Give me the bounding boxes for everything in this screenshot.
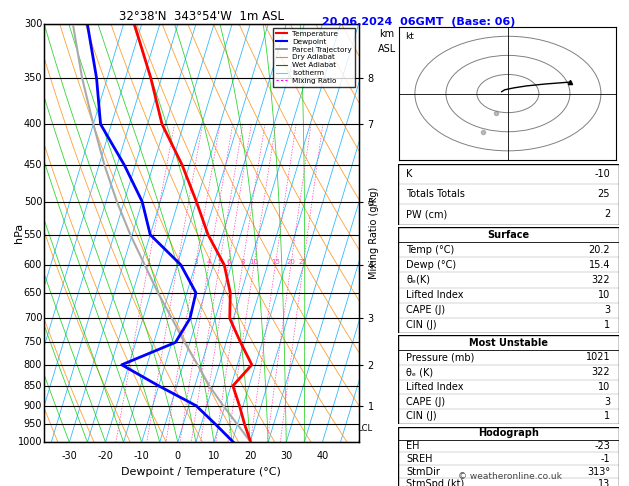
Text: CAPE (J): CAPE (J) [406, 305, 445, 315]
Text: 322: 322 [591, 275, 610, 285]
Text: -10: -10 [134, 451, 150, 461]
Text: 350: 350 [24, 73, 42, 83]
Text: 10: 10 [250, 259, 259, 265]
Text: 600: 600 [24, 260, 42, 270]
Text: 1021: 1021 [586, 352, 610, 363]
Text: 450: 450 [24, 160, 42, 170]
Text: StmDir: StmDir [406, 467, 440, 477]
Text: 650: 650 [24, 288, 42, 298]
Text: 750: 750 [24, 337, 42, 347]
Text: Surface: Surface [487, 229, 529, 240]
Text: CIN (J): CIN (J) [406, 320, 437, 330]
Text: 400: 400 [24, 119, 42, 129]
Text: -1: -1 [601, 454, 610, 464]
Text: 2: 2 [175, 259, 180, 265]
Text: km: km [379, 29, 394, 39]
Text: © weatheronline.co.uk: © weatheronline.co.uk [457, 472, 562, 481]
Text: StmSpd (kt): StmSpd (kt) [406, 480, 465, 486]
Text: 2: 2 [604, 209, 610, 219]
Text: Temp (°C): Temp (°C) [406, 244, 455, 255]
Text: 20.06.2024  06GMT  (Base: 06): 20.06.2024 06GMT (Base: 06) [321, 17, 515, 27]
Text: 900: 900 [24, 400, 42, 411]
Text: PW (cm): PW (cm) [406, 209, 448, 219]
Text: 40: 40 [316, 451, 328, 461]
Text: 313°: 313° [587, 467, 610, 477]
Text: 30: 30 [280, 451, 292, 461]
Text: EH: EH [406, 441, 420, 451]
Text: θₑ (K): θₑ (K) [406, 367, 433, 377]
Text: 4: 4 [207, 259, 211, 265]
Text: θₑ(K): θₑ(K) [406, 275, 430, 285]
Text: 850: 850 [24, 381, 42, 391]
Text: 1000: 1000 [18, 437, 42, 447]
Text: Mixing Ratio (g/kg): Mixing Ratio (g/kg) [369, 187, 379, 279]
Text: -23: -23 [594, 441, 610, 451]
Text: Pressure (mb): Pressure (mb) [406, 352, 475, 363]
Text: LCL: LCL [357, 424, 372, 433]
Text: 500: 500 [24, 197, 42, 207]
Text: K: K [406, 169, 413, 179]
Text: 6: 6 [226, 259, 231, 265]
Text: 25: 25 [299, 259, 308, 265]
Text: -10: -10 [594, 169, 610, 179]
Text: 0: 0 [175, 451, 181, 461]
Text: Lifted Index: Lifted Index [406, 290, 464, 300]
Text: 1: 1 [146, 259, 150, 265]
Text: 3: 3 [193, 259, 198, 265]
Text: SREH: SREH [406, 454, 433, 464]
Text: 800: 800 [24, 360, 42, 370]
Text: 700: 700 [24, 313, 42, 324]
Text: 20: 20 [286, 259, 296, 265]
Text: 8: 8 [240, 259, 245, 265]
Text: 20.2: 20.2 [589, 244, 610, 255]
Text: 1: 1 [604, 412, 610, 421]
Text: -30: -30 [62, 451, 77, 461]
Text: 25: 25 [598, 189, 610, 199]
Text: 3: 3 [604, 305, 610, 315]
Text: Most Unstable: Most Unstable [469, 338, 548, 347]
Text: Dewpoint / Temperature (°C): Dewpoint / Temperature (°C) [121, 468, 281, 477]
Text: 950: 950 [24, 419, 42, 430]
Text: 550: 550 [24, 230, 42, 240]
Text: 10: 10 [598, 382, 610, 392]
Text: 1: 1 [604, 320, 610, 330]
Text: 15.4: 15.4 [589, 260, 610, 270]
Text: Dewp (°C): Dewp (°C) [406, 260, 457, 270]
Text: Hodograph: Hodograph [478, 428, 538, 438]
Legend: Temperature, Dewpoint, Parcel Trajectory, Dry Adiabat, Wet Adiabat, Isotherm, Mi: Temperature, Dewpoint, Parcel Trajectory… [273, 28, 355, 87]
Text: 300: 300 [24, 19, 42, 29]
Text: 5: 5 [217, 259, 221, 265]
Text: hPa: hPa [14, 223, 24, 243]
Text: CAPE (J): CAPE (J) [406, 397, 445, 407]
Text: 3: 3 [604, 397, 610, 407]
Text: kt: kt [406, 33, 415, 41]
Text: 13: 13 [598, 480, 610, 486]
Text: 10: 10 [208, 451, 220, 461]
Text: 20: 20 [244, 451, 256, 461]
Title: 32°38'N  343°54'W  1m ASL: 32°38'N 343°54'W 1m ASL [119, 10, 284, 23]
Text: ASL: ASL [377, 44, 396, 53]
Text: -20: -20 [97, 451, 113, 461]
Text: 322: 322 [591, 367, 610, 377]
Text: 10: 10 [598, 290, 610, 300]
Text: 15: 15 [271, 259, 280, 265]
Text: Totals Totals: Totals Totals [406, 189, 465, 199]
Text: CIN (J): CIN (J) [406, 412, 437, 421]
Text: Lifted Index: Lifted Index [406, 382, 464, 392]
